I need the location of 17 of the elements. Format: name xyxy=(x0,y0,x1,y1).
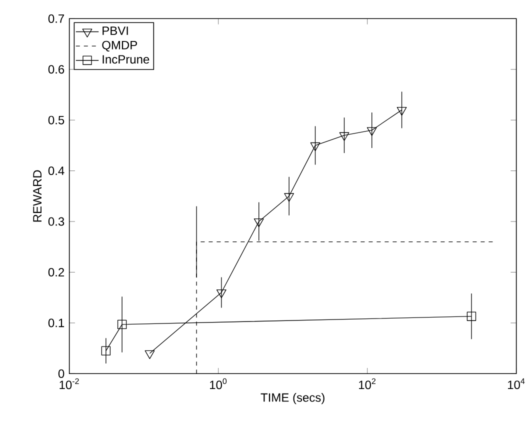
x-tick-label: 10$^{-2}$ xyxy=(60,378,79,390)
x-tick-label: 10$^{4}$ xyxy=(508,378,525,390)
legend-label: IncPrune xyxy=(102,55,150,64)
x-axis-title: TIME (secs) xyxy=(260,392,324,404)
y-tick-label: 0.6 xyxy=(48,65,64,74)
x-tick-label: 10$^{2}$ xyxy=(359,378,376,390)
y-tick-label: 0 xyxy=(58,369,64,378)
y-tick-label: 0.3 xyxy=(48,217,64,226)
y-tick-label: 0.5 xyxy=(48,116,64,124)
y-tick-label: 0.7 xyxy=(48,14,64,23)
y-axis-title: REWARD xyxy=(33,170,42,222)
legend-label: PBVI xyxy=(102,26,128,35)
legend-label: QMDP xyxy=(102,40,138,52)
x-tick-label: 10$^{0}$ xyxy=(210,378,227,390)
y-tick-label: 0.4 xyxy=(48,166,64,176)
y-tick-label: 0.2 xyxy=(48,268,64,276)
y-tick-label: 0.1 xyxy=(48,318,64,328)
